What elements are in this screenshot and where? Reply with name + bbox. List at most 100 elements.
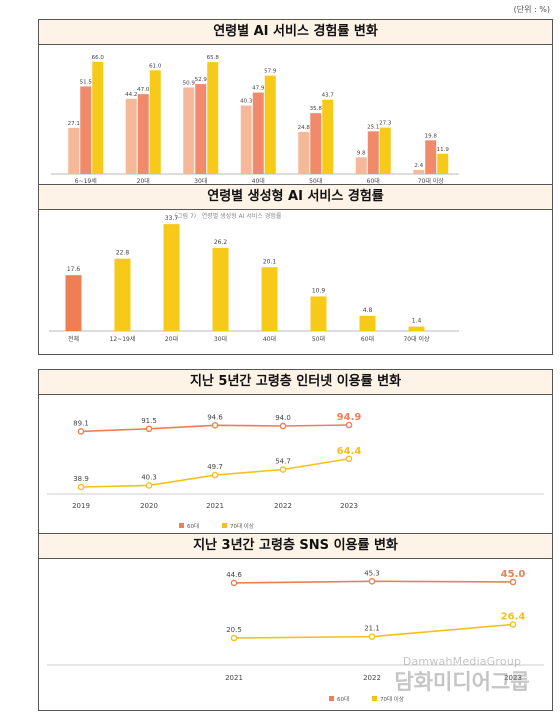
- x-tick-label: 2023: [340, 502, 358, 510]
- category-label: 60대: [361, 335, 374, 343]
- category-label: 70대 이상: [403, 335, 430, 343]
- unit-label: (단위 : %): [513, 5, 550, 14]
- bar: [163, 224, 180, 331]
- bar: [322, 99, 334, 174]
- chart-sns-usage: 44.6 45.3 45.0 20.5 21.1 26.4 2021 2022 2023 60대 7…: [47, 569, 544, 703]
- data-point: [509, 621, 517, 628]
- category-label: 60대: [367, 177, 380, 185]
- data-label: 22.8: [116, 250, 130, 257]
- category-label: 40대: [252, 177, 265, 185]
- data-label: 2.4: [414, 163, 423, 169]
- bar: [355, 157, 367, 174]
- x-tick-label: 2022: [363, 674, 381, 682]
- bar: [137, 94, 149, 174]
- data-label: 94.0: [275, 414, 291, 422]
- category-label: 50대: [309, 177, 322, 185]
- data-point: [368, 578, 376, 585]
- data-label: 50.9: [183, 80, 196, 86]
- data-label: 21.1: [364, 625, 380, 633]
- data-label: 27.1: [68, 121, 80, 127]
- data-label: 91.5: [141, 417, 157, 425]
- legend-label: 70대 이상: [230, 522, 254, 530]
- data-label: 20.1: [263, 258, 277, 265]
- data-label: 11.9: [437, 147, 450, 153]
- bar: [68, 127, 80, 174]
- data-label: 40.3: [141, 473, 157, 481]
- data-label: 25.1: [367, 124, 379, 130]
- data-label: 66.0: [92, 55, 105, 61]
- data-label: 64.4: [337, 446, 362, 457]
- data-label: 45.3: [364, 569, 380, 577]
- category-label: 30대: [194, 177, 207, 185]
- data-label: 17.6: [67, 266, 81, 273]
- data-point: [77, 428, 85, 435]
- category-label: 30대: [214, 335, 227, 343]
- data-label: 43.7: [322, 93, 335, 99]
- data-label: 26.4: [501, 612, 526, 623]
- bar: [261, 267, 278, 331]
- watermark-en: DamwahMediaGroup: [402, 655, 522, 668]
- data-point: [211, 471, 219, 479]
- category-label: 40대: [263, 335, 276, 343]
- category-label: 전체: [68, 335, 79, 343]
- bar: [65, 275, 82, 331]
- legend-label: 60대: [337, 695, 349, 703]
- data-label: 10.9: [312, 287, 326, 294]
- data-point: [145, 482, 153, 489]
- data-point: [279, 422, 287, 430]
- bar: [437, 153, 449, 174]
- chart-internet-usage: 89.1 91.5 94.6 94.0 94.9 38.9 40.3 49.7 54.7 64.4…: [47, 412, 544, 530]
- data-label: 45.0: [501, 569, 526, 580]
- legend-swatch: [179, 523, 184, 528]
- data-label: 57.9: [264, 69, 277, 75]
- chart-title: 연령별 AI 서비스 경험률 변화: [39, 20, 552, 45]
- bar: [183, 87, 195, 174]
- data-label: 24.8: [298, 125, 311, 131]
- data-label: 1.4: [412, 318, 422, 325]
- bar: [379, 127, 391, 174]
- data-label: 51.5: [80, 79, 93, 85]
- panel-genai-experience: 연령별 생성형 AI 서비스 경험률 〈그림 7〉 연령별 생성형 AI 서비스…: [38, 184, 553, 355]
- bar: [425, 140, 437, 174]
- data-label: 54.7: [275, 458, 291, 466]
- chart-title: 지난 5년간 고령층 인터넷 이용률 변화: [39, 370, 552, 395]
- bar: [240, 105, 252, 174]
- chart-ai-experience: 27.1 51.5 66.0 6~19세 44.247.0 61.0 20대 50.952.9…: [51, 55, 459, 185]
- data-label: 61.0: [149, 63, 162, 69]
- category-label: 12~19세: [110, 335, 136, 343]
- data-point: [145, 425, 153, 433]
- data-label: 35.8: [310, 106, 323, 112]
- data-label: 52.9: [195, 77, 208, 83]
- watermark-ko: 담화미디어그룹: [394, 670, 530, 694]
- data-label: 9.8: [357, 150, 366, 156]
- x-tick-label: 2023: [504, 674, 522, 682]
- data-point: [368, 633, 376, 640]
- x-tick-label: 2021: [206, 502, 224, 510]
- data-label: 94.9: [337, 412, 362, 423]
- legend-swatch: [329, 696, 334, 701]
- legend-label: 70대 이상: [380, 695, 404, 703]
- bar: [149, 70, 161, 174]
- bar: [212, 247, 229, 331]
- data-label: 65.8: [207, 55, 220, 61]
- data-point: [345, 455, 353, 463]
- bar: [125, 98, 137, 174]
- bar: [310, 296, 327, 331]
- data-point: [345, 421, 353, 429]
- x-tick-label: 2019: [72, 502, 90, 510]
- data-point: [211, 422, 219, 429]
- category-label: 6~19세: [75, 177, 97, 185]
- data-label: 94.6: [207, 413, 223, 421]
- bar: [195, 84, 207, 174]
- bar: [408, 326, 425, 331]
- data-label: 19.8: [425, 133, 438, 139]
- bar: [80, 86, 92, 174]
- x-tick-label: 2020: [140, 502, 158, 510]
- category-label: 20대: [165, 335, 178, 343]
- data-point: [77, 483, 85, 491]
- data-label: 44.2: [125, 92, 137, 98]
- data-point: [230, 634, 238, 642]
- bar: [298, 131, 310, 174]
- category-label: 50대: [312, 335, 325, 343]
- data-label: 4.8: [363, 307, 373, 314]
